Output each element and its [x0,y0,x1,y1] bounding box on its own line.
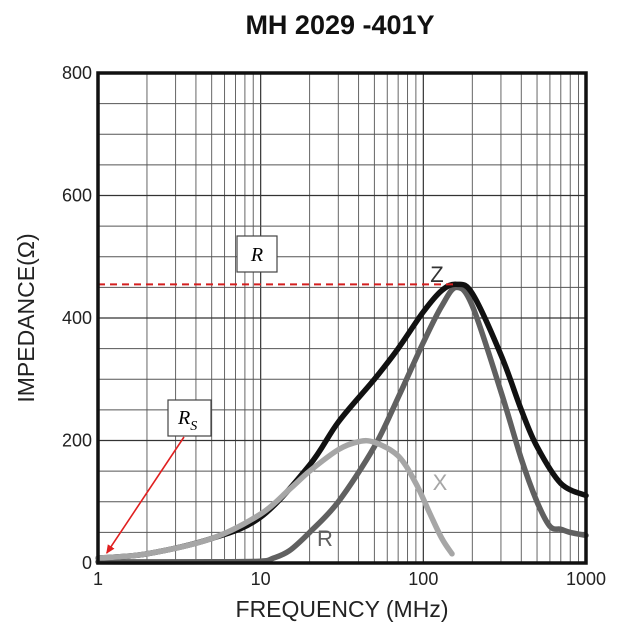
x-tick-label: 1000 [566,569,606,589]
x-tick-label: 1 [93,569,103,589]
series-label-r: R [317,526,333,551]
x-axis-label: FREQUENCY (MHz) [236,596,449,622]
y-tick-label: 400 [62,308,92,328]
y-tick-label: 600 [62,186,92,206]
series-label-z: Z [430,262,443,287]
tick-labels: 1 10 100 1000 0 200 400 600 800 [62,63,606,589]
annotation-subscript: S [190,419,197,434]
series-line-z [95,281,589,561]
annotation-arrow [106,436,185,554]
x-tick-label: 10 [251,569,271,589]
y-tick-label: 200 [62,431,92,451]
series-group: Z R X [95,262,589,565]
x-tick-label: 100 [408,569,438,589]
annotation-label-r: R [250,244,263,266]
annotation-box-rs [167,399,212,437]
y-tick-label: 0 [82,553,92,573]
series-line-x [95,437,455,561]
annotation-box-r [236,235,278,273]
grid [98,73,586,563]
annotations: R R S [98,235,454,554]
series-line-r [95,284,589,565]
y-axis-label: IMPEDANCE(Ω) [13,233,39,402]
y-tick-label: 800 [62,63,92,83]
series-label-x: X [433,470,448,495]
plot-frame [96,71,588,565]
chart-title: MH 2029 -401Y [245,10,434,40]
